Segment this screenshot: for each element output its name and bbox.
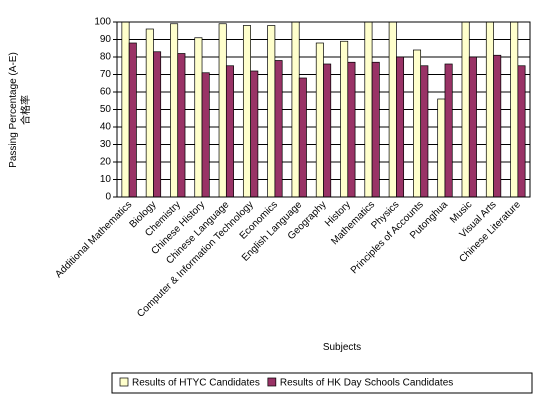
bar bbox=[437, 98, 446, 198]
bar bbox=[291, 21, 300, 198]
x-tick-label: Additional Mathematics bbox=[53, 199, 134, 280]
y-tick-label: 10 bbox=[100, 174, 112, 185]
bar bbox=[145, 28, 154, 198]
y-axis-label: 合格率 bbox=[19, 95, 32, 125]
bar bbox=[413, 49, 422, 198]
bar bbox=[242, 25, 251, 198]
bar bbox=[420, 65, 429, 198]
y-tick-label: 90 bbox=[100, 34, 112, 45]
bar bbox=[170, 23, 179, 198]
y-tick-label: 80 bbox=[100, 52, 112, 63]
bar bbox=[194, 37, 203, 198]
bar bbox=[225, 65, 234, 198]
bar bbox=[340, 40, 349, 198]
bar bbox=[461, 21, 470, 198]
bar bbox=[388, 21, 397, 198]
bar bbox=[177, 53, 186, 198]
bar bbox=[347, 61, 356, 198]
bar bbox=[517, 65, 526, 198]
y-tick-label: 20 bbox=[100, 157, 112, 168]
legend-swatch bbox=[119, 377, 129, 387]
bar bbox=[121, 21, 130, 198]
x-axis-label: Subjects bbox=[323, 342, 361, 353]
bar bbox=[153, 51, 162, 198]
legend-label: Results of HK Day Schools Candidates bbox=[280, 378, 453, 389]
legend-swatch bbox=[267, 377, 277, 387]
bar bbox=[364, 21, 373, 198]
bar bbox=[468, 56, 477, 198]
bar bbox=[128, 42, 137, 198]
legend-label: Results of HTYC Candidates bbox=[132, 378, 260, 389]
bar bbox=[371, 61, 380, 198]
bar bbox=[218, 23, 227, 198]
bar bbox=[315, 42, 324, 198]
bar bbox=[201, 72, 210, 198]
bar bbox=[510, 21, 519, 198]
bar bbox=[298, 77, 307, 198]
y-tick-label: 0 bbox=[105, 192, 111, 203]
y-tick-label: 70 bbox=[100, 69, 112, 80]
y-tick-label: 30 bbox=[100, 139, 112, 150]
plot-border bbox=[116, 21, 531, 198]
bar bbox=[267, 25, 276, 198]
y-tick-label: 100 bbox=[94, 17, 111, 28]
bar bbox=[396, 56, 405, 198]
y-axis-label: Passing Percentage (A-E) bbox=[8, 52, 19, 168]
bar bbox=[274, 60, 283, 198]
y-tick-label: 40 bbox=[100, 122, 112, 133]
legend-box bbox=[111, 372, 533, 394]
y-tick-label: 60 bbox=[100, 87, 112, 98]
bar bbox=[250, 70, 259, 198]
bar bbox=[493, 54, 502, 198]
bar bbox=[444, 63, 453, 198]
y-tick-label: 50 bbox=[100, 104, 112, 115]
bar bbox=[485, 21, 494, 198]
bar bbox=[323, 63, 332, 198]
